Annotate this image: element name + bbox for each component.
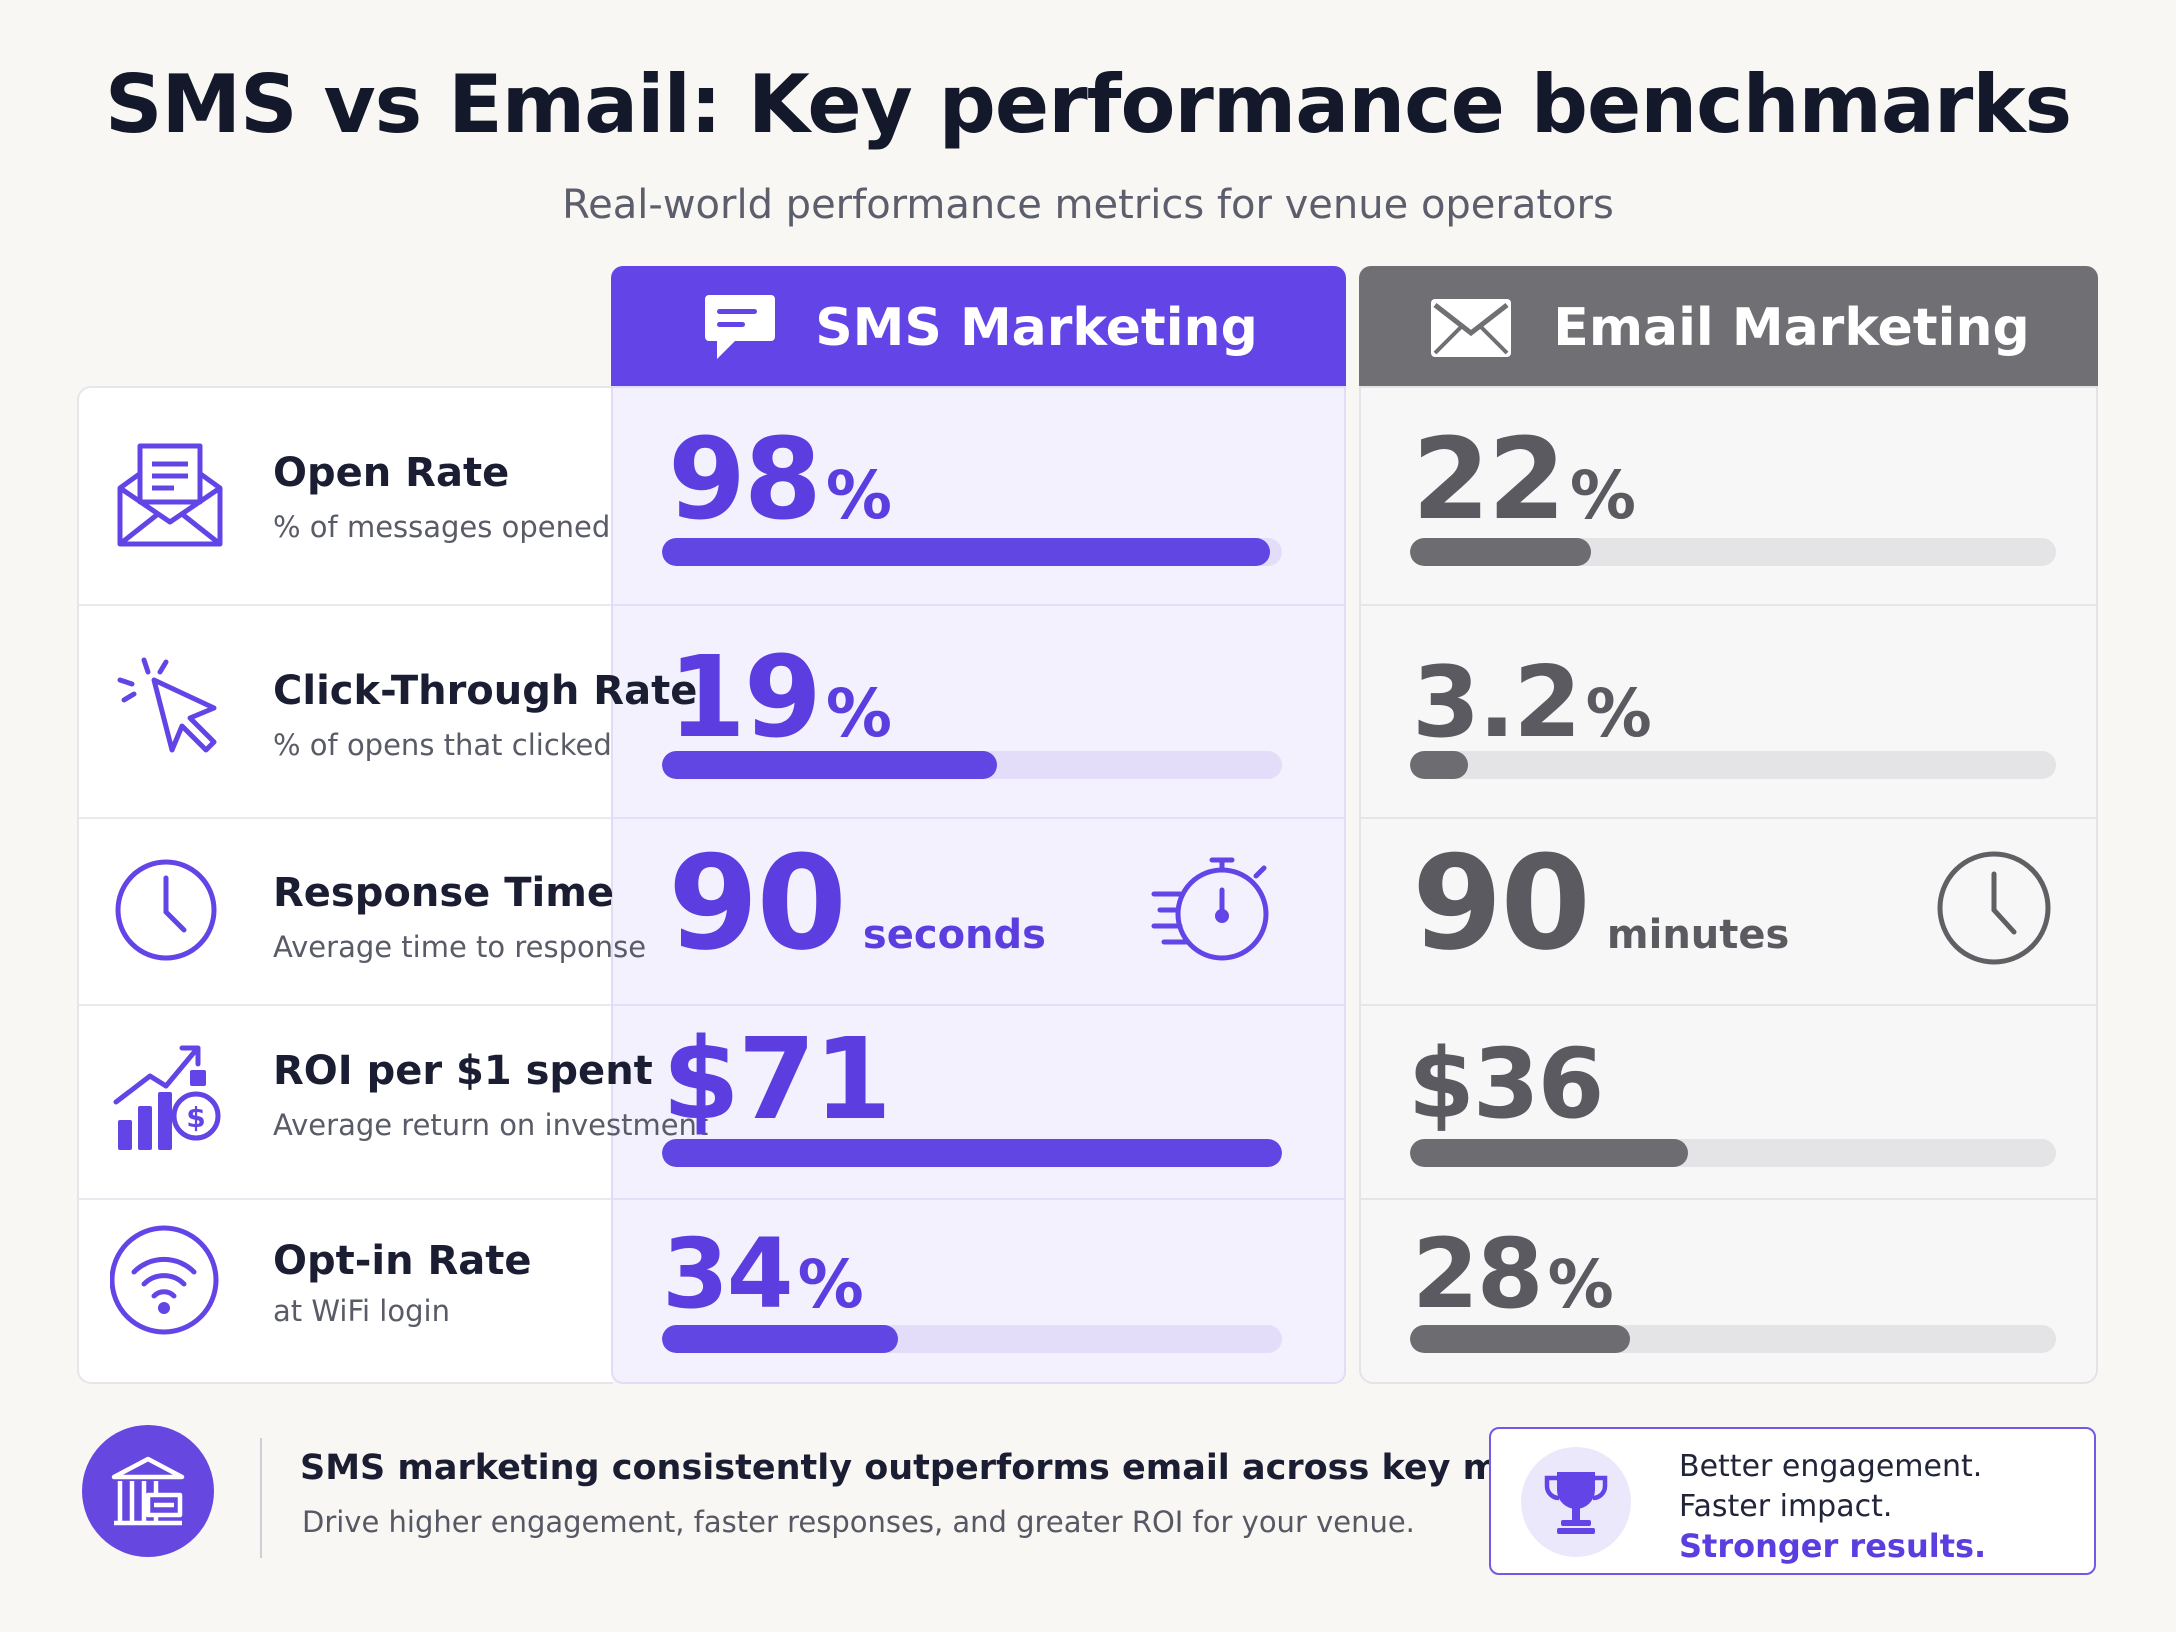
email-bar-fill	[1410, 751, 1469, 779]
row-divider	[613, 604, 1344, 606]
svg-text:$: $	[186, 1101, 205, 1134]
clock-icon	[115, 859, 217, 961]
row-divider	[1361, 604, 2096, 606]
wifi-icon	[110, 1225, 219, 1335]
trophy-icon	[1521, 1447, 1631, 1557]
row-divider	[1361, 817, 2096, 819]
value-number: 90	[668, 827, 847, 979]
row-divider	[1361, 1004, 2096, 1006]
value-unit: seconds	[862, 912, 1046, 958]
email-bar-fill	[1410, 538, 1591, 566]
email-column-label: Email Marketing	[1553, 298, 2030, 358]
row-divider	[613, 817, 1344, 819]
sms-bar-track	[662, 1139, 1282, 1167]
email-value: 3.2 %	[1412, 654, 1652, 752]
sms-column-label: SMS Marketing	[815, 298, 1258, 358]
footer-text: Drive higher engagement, faster response…	[302, 1505, 1415, 1539]
metric-name: Open Rate	[273, 450, 510, 496]
metric-name: Response Time	[273, 870, 614, 916]
value-unit: %	[825, 675, 892, 752]
row-divider	[613, 1198, 1344, 1200]
chat-bubble-icon	[705, 295, 776, 359]
sms-bar-track	[662, 538, 1282, 566]
value-number: 98	[668, 415, 822, 545]
value-unit: %	[1547, 1246, 1614, 1323]
sms-bar-fill	[662, 1139, 1282, 1167]
row-divider	[613, 1004, 1344, 1006]
sms-bar-fill	[662, 1325, 898, 1353]
sms-bar-fill	[662, 538, 1270, 566]
metric-description: Average return on investment	[273, 1108, 709, 1142]
envelope-icon	[1431, 299, 1512, 357]
stopwatch-icon	[1151, 857, 1269, 961]
cursor-click-icon	[117, 657, 217, 753]
value-number: 28	[1412, 1218, 1544, 1330]
value-number: 90	[1412, 827, 1591, 979]
metric-name: Click-Through Rate	[273, 668, 698, 714]
metric-description: Average time to response	[273, 930, 647, 964]
email-bar-fill	[1410, 1139, 1688, 1167]
row-divider	[79, 604, 611, 606]
row-divider	[79, 1198, 611, 1200]
clock-icon	[1937, 851, 2051, 965]
metric-description: % of opens that clicked	[273, 728, 612, 762]
value-number: 34	[662, 1218, 794, 1330]
email-bar-track	[1410, 751, 2056, 779]
email-value: 28 %	[1412, 1226, 1614, 1323]
metric-name: Opt-in Rate	[273, 1238, 532, 1284]
value-unit: %	[797, 1246, 864, 1323]
row-divider	[79, 1004, 611, 1006]
open-envelope-icon	[117, 443, 223, 547]
sms-bar-fill	[662, 751, 997, 779]
value-number: $36	[1408, 1028, 1604, 1140]
row-divider	[79, 817, 611, 819]
row-divider	[1361, 1198, 2096, 1200]
email-value: 22 %	[1412, 424, 1636, 536]
result-line: Better engagement.	[1679, 1449, 1983, 1484]
sms-value: 98 %	[668, 424, 892, 536]
email-value: 90 minutes	[1412, 838, 1789, 968]
footer-divider	[260, 1438, 262, 1558]
metric-description: at WiFi login	[273, 1294, 450, 1328]
page-subtitle: Real-world performance metrics for venue…	[562, 182, 1614, 228]
sms-value: 90 seconds	[668, 838, 1046, 968]
page-title: SMS vs Email: Key performance benchmarks	[104, 58, 2072, 151]
sms-value: 34 %	[662, 1226, 864, 1323]
email-value: $36	[1408, 1028, 1604, 1140]
value-unit: %	[1585, 675, 1652, 752]
value-number: 3.2	[1412, 646, 1582, 760]
value-unit: %	[825, 457, 892, 534]
venue-building-icon	[82, 1425, 214, 1557]
growth-chart-icon: $	[113, 1045, 221, 1150]
sms-value: 19 %	[668, 642, 892, 754]
email-bar-track	[1410, 538, 2056, 566]
value-unit: minutes	[1606, 912, 1790, 958]
email-bar-track	[1410, 1139, 2056, 1167]
footer-title: SMS marketing consistently outperforms e…	[300, 1448, 1611, 1488]
result-line-highlight: Stronger results.	[1679, 1527, 1987, 1565]
value-unit: %	[1569, 457, 1636, 534]
email-bar-track	[1410, 1325, 2056, 1353]
value-number: 22	[1412, 415, 1566, 545]
sms-value: $71	[662, 1015, 892, 1145]
sms-bar-track	[662, 1325, 1282, 1353]
sms-column-header: SMS Marketing	[611, 266, 1346, 390]
results-callout: Better engagement. Faster impact. Strong…	[1489, 1427, 2096, 1575]
result-line: Faster impact.	[1679, 1489, 1893, 1524]
email-bar-fill	[1410, 1325, 1630, 1353]
metric-name: ROI per $1 spent	[273, 1048, 653, 1094]
value-number: 19	[668, 633, 822, 763]
value-number: $71	[662, 1015, 892, 1145]
sms-bar-track	[662, 751, 1282, 779]
metric-description: % of messages opened	[273, 510, 611, 544]
email-column-header: Email Marketing	[1359, 266, 2098, 390]
